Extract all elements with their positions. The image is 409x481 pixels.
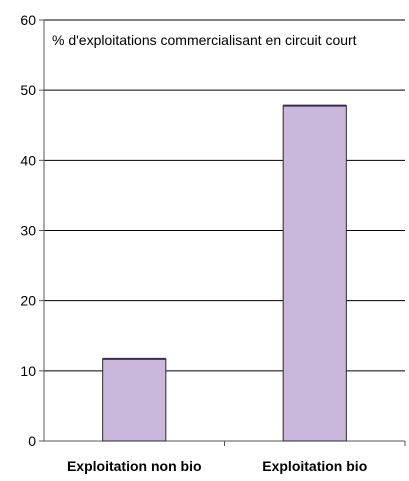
y-tick-label-60: 60 xyxy=(20,12,36,28)
category-label-2: Exploitation bio xyxy=(262,458,367,474)
bar-1 xyxy=(102,358,167,442)
bar-2 xyxy=(282,105,347,442)
y-tick-label-0: 0 xyxy=(28,433,36,449)
y-tick-label-50: 50 xyxy=(20,82,36,98)
y-tick-label-40: 40 xyxy=(20,152,36,168)
y-tick-label-20: 20 xyxy=(20,293,36,309)
gridlines xyxy=(44,19,405,372)
axes xyxy=(39,19,406,446)
category-label-1: Exploitation non bio xyxy=(67,458,202,474)
labels: 0 10 20 30 40 50 60 Exploitation non bio Exploit… xyxy=(20,12,367,474)
y-tick-label-30: 30 xyxy=(20,223,36,239)
y-tick-label-10: 10 xyxy=(20,363,36,379)
bars xyxy=(102,104,347,442)
chart-title: % d'exploitations commercialisant en cir… xyxy=(52,32,357,48)
